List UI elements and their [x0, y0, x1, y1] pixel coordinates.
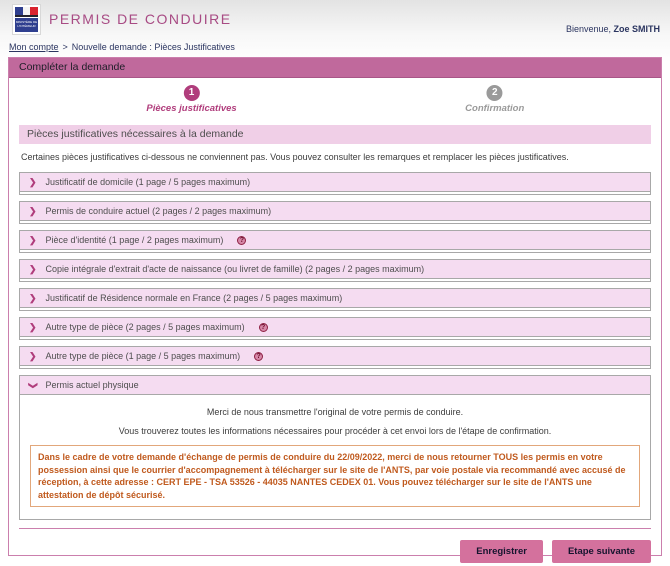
footer-divider	[19, 528, 651, 529]
action-buttons: Enregistrer Etape suivante	[9, 529, 661, 563]
next-step-button[interactable]: Etape suivante	[551, 540, 651, 563]
help-icon[interactable]: ?	[258, 322, 268, 332]
accordion-header[interactable]: ❯ Justificatif de Résidence normale en F…	[20, 289, 650, 308]
help-icon[interactable]: ?	[237, 235, 247, 245]
save-button[interactable]: Enregistrer	[460, 540, 543, 563]
ministere-interieur-logo: MINISTÈRE DE L'INTÉRIEUR	[12, 4, 41, 35]
accordion-header[interactable]: ❯ Pièce d'identité (1 page / 2 pages max…	[20, 231, 650, 250]
accordion-label: Copie intégrale d'extrait d'acte de nais…	[45, 264, 425, 274]
accordion-label: Justificatif de Résidence normale en Fra…	[45, 293, 343, 303]
step-pieces-justificatives: 1 Pièces justificatives	[146, 85, 237, 114]
step-1-circle: 1	[183, 85, 200, 101]
accordion-header[interactable]: ❯ Copie intégrale d'extrait d'acte de na…	[20, 260, 650, 279]
accordion-content: Merci de nous transmettre l'original de …	[20, 395, 650, 519]
section-title: Pièces justificatives nécessaires à la d…	[19, 125, 651, 144]
section-intro: Certaines pièces justificatives ci-desso…	[21, 152, 569, 162]
breadcrumb-separator: >	[62, 42, 68, 52]
breadcrumb-link-mon-compte[interactable]: Mon compte	[9, 42, 59, 52]
instruction-line-1: Merci de nous transmettre l'original de …	[206, 407, 464, 417]
accordion-label: Pièce d'identité (1 page / 2 pages maxim…	[45, 235, 224, 245]
accordion-header[interactable]: ❯ Justificatif de domicile (1 page / 5 p…	[20, 173, 650, 192]
accordion-permis-actuel-physique: ❯ Permis actuel physique Merci de nous t…	[19, 375, 651, 520]
welcome-prefix: Bienvenue,	[565, 24, 614, 34]
chevron-right-icon: ❯	[29, 205, 37, 216]
chevron-down-icon: ❯	[28, 381, 39, 389]
accordion-autre-piece-2: ❯ Autre type de pièce (1 page / 5 pages …	[19, 346, 651, 369]
chevron-right-icon: ❯	[29, 350, 37, 361]
step-1-label: Pièces justificatives	[146, 103, 237, 114]
main-panel: Compléter la demande 1 Pièces justificat…	[8, 57, 662, 563]
chevron-right-icon: ❯	[29, 292, 37, 303]
chevron-right-icon: ❯	[29, 176, 37, 187]
accordion-autre-piece-1: ❯ Autre type de pièce (2 pages / 5 pages…	[19, 317, 651, 340]
accordion-label: Justificatif de domicile (1 page / 5 pag…	[45, 177, 251, 187]
top-header: MINISTÈRE DE L'INTÉRIEUR PERMIS DE CONDU…	[0, 0, 670, 40]
accordion-label: Permis de conduire actuel (2 pages / 2 p…	[45, 206, 272, 216]
step-indicator: 1 Pièces justificatives 2 Confirmation	[9, 78, 661, 125]
accordion-acte-naissance: ❯ Copie intégrale d'extrait d'acte de na…	[19, 259, 651, 282]
help-icon[interactable]: ?	[254, 351, 264, 361]
chevron-right-icon: ❯	[29, 263, 37, 274]
accordion-permis-actuel: ❯ Permis de conduire actuel (2 pages / 2…	[19, 201, 651, 224]
french-flag-icon	[15, 7, 39, 17]
accordion-label: Permis actuel physique	[45, 380, 139, 390]
page-title: PERMIS DE CONDUIRE	[49, 11, 232, 27]
accordion-header[interactable]: ❯ Autre type de pièce (2 pages / 5 pages…	[20, 318, 650, 337]
accordion-justificatif-domicile: ❯ Justificatif de domicile (1 page / 5 p…	[19, 172, 651, 195]
accordion-label: Autre type de pièce (1 page / 5 pages ma…	[45, 351, 241, 361]
instruction-line-2: Vous trouverez toutes les informations n…	[118, 426, 552, 436]
chevron-right-icon: ❯	[29, 234, 37, 245]
accordion-header[interactable]: ❯ Autre type de pièce (1 page / 5 pages …	[20, 347, 650, 366]
accordion-header[interactable]: ❯ Permis de conduire actuel (2 pages / 2…	[20, 202, 650, 221]
breadcrumb: Mon compte > Nouvelle demande : Pièces Jus…	[9, 42, 670, 52]
return-notice: Dans le cadre de votre demande d'échange…	[30, 445, 640, 507]
chevron-right-icon: ❯	[29, 321, 37, 332]
breadcrumb-current: Nouvelle demande : Pièces Justificatives	[71, 42, 235, 52]
step-2-circle: 2	[486, 85, 503, 101]
accordion-piece-identite: ❯ Pièce d'identité (1 page / 2 pages max…	[19, 230, 651, 253]
step-confirmation: 2 Confirmation	[465, 85, 524, 114]
ministere-label: MINISTÈRE DE L'INTÉRIEUR	[15, 18, 38, 32]
welcome-text: Bienvenue, Zoe SMITH	[566, 24, 660, 34]
panel-title: Compléter la demande	[9, 58, 661, 78]
accordion-header[interactable]: ❯ Permis actuel physique	[20, 376, 650, 395]
accordion-label: Autre type de pièce (2 pages / 5 pages m…	[45, 322, 245, 332]
user-name: Zoe SMITH	[613, 24, 661, 34]
step-2-label: Confirmation	[465, 103, 525, 114]
accordion-residence-normale: ❯ Justificatif de Résidence normale en F…	[19, 288, 651, 311]
